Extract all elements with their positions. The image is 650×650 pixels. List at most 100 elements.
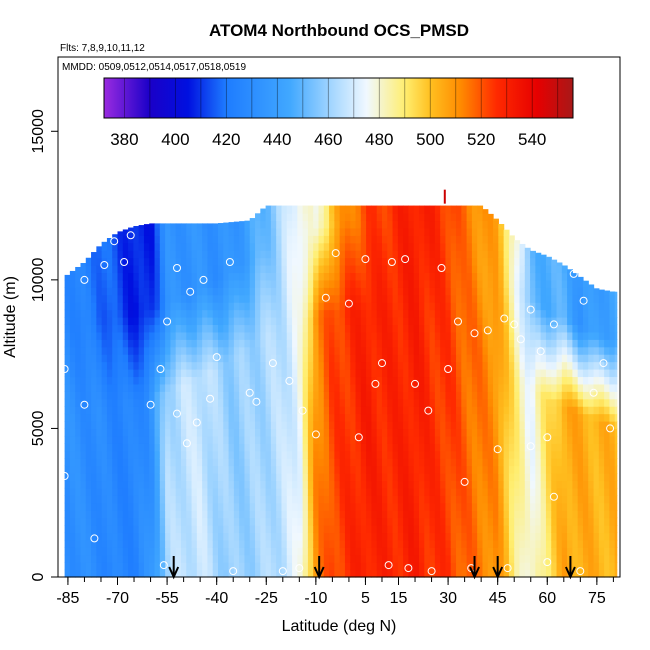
heatmap-cell <box>64 294 71 303</box>
heatmap-cell <box>588 510 595 519</box>
heatmap-cell <box>397 398 404 407</box>
heatmap-cell <box>186 369 193 378</box>
heatmap-cell <box>101 265 108 274</box>
heatmap-cell <box>540 265 547 274</box>
heatmap-cell <box>186 510 193 519</box>
heatmap-cell <box>450 383 457 392</box>
heatmap-cell <box>218 554 224 563</box>
heatmap-cell <box>175 242 182 251</box>
heatmap-cell <box>292 383 298 392</box>
heatmap-cell <box>334 324 341 333</box>
heatmap-cell <box>334 525 341 534</box>
heatmap-cell <box>392 250 399 259</box>
heatmap-cell <box>530 554 536 563</box>
heatmap-cell <box>228 465 235 474</box>
heatmap-cell <box>260 517 267 526</box>
heatmap-cell <box>577 539 584 548</box>
heatmap-cell <box>387 287 394 296</box>
heatmap-cell <box>207 331 214 340</box>
heatmap-cell <box>228 562 235 571</box>
heatmap-cell <box>413 361 420 370</box>
heatmap-cell <box>265 517 272 526</box>
heatmap-cell <box>276 213 283 222</box>
heatmap-cell <box>112 495 119 504</box>
heatmap-cell <box>567 539 573 548</box>
heatmap-cell <box>524 324 531 333</box>
heatmap-cell <box>413 287 420 296</box>
heatmap-cell <box>360 562 367 571</box>
heatmap-cell <box>307 421 314 430</box>
heatmap-cell <box>218 450 224 459</box>
heatmap-cell <box>186 458 193 467</box>
heatmap-cell <box>403 227 410 236</box>
heatmap-cell <box>588 532 595 541</box>
heatmap-cell <box>85 391 92 400</box>
heatmap-cell <box>212 391 219 400</box>
heatmap-cell <box>191 257 198 266</box>
heatmap-cell <box>614 517 618 526</box>
heatmap-cell <box>604 346 611 355</box>
heatmap-cell <box>313 443 320 452</box>
heatmap-cell <box>75 309 82 318</box>
heatmap-cell <box>339 510 346 519</box>
heatmap-cell <box>117 406 124 415</box>
heatmap-cell <box>323 383 330 392</box>
heatmap-cell <box>482 443 489 452</box>
heatmap-cell <box>487 257 494 266</box>
heatmap-cell <box>313 465 320 474</box>
heatmap-cell <box>297 391 304 400</box>
heatmap-cell <box>593 302 600 311</box>
heatmap-cell <box>302 324 309 333</box>
heatmap-cell <box>376 354 383 363</box>
heatmap-cell <box>202 294 209 303</box>
heatmap-cell <box>477 227 484 236</box>
heatmap-cell <box>165 428 171 437</box>
heatmap-cell <box>302 450 309 459</box>
heatmap-cell <box>355 450 362 459</box>
heatmap-cell <box>112 257 119 266</box>
heatmap-cell <box>244 450 251 459</box>
heatmap-cell <box>101 354 108 363</box>
heatmap-cell <box>233 502 240 511</box>
heatmap-cell <box>614 354 618 363</box>
heatmap-cell <box>96 287 103 296</box>
heatmap-cell <box>276 398 283 407</box>
heatmap-cell <box>508 317 515 326</box>
heatmap-cell <box>419 450 425 459</box>
heatmap-cell <box>323 339 330 348</box>
heatmap-cell <box>519 480 526 489</box>
heatmap-cell <box>387 391 394 400</box>
heatmap-cell <box>376 517 383 526</box>
heatmap-cell <box>445 413 452 422</box>
heatmap-cell <box>366 369 372 378</box>
heatmap-cell <box>69 391 76 400</box>
chart-title: ATOM4 Northbound OCS_PMSD <box>209 21 469 40</box>
heatmap-cell <box>91 391 97 400</box>
heatmap-cell <box>307 428 314 437</box>
heatmap-cell <box>196 428 203 437</box>
heatmap-cell <box>593 421 600 430</box>
heatmap-cell <box>397 391 404 400</box>
heatmap-cell <box>75 398 82 407</box>
heatmap-cell <box>540 502 547 511</box>
heatmap-cell <box>545 517 552 526</box>
heatmap-cell <box>493 450 499 459</box>
heatmap-cell <box>366 309 372 318</box>
heatmap-cell <box>154 339 161 348</box>
heatmap-cell <box>445 346 452 355</box>
heatmap-cell <box>408 569 415 578</box>
heatmap-cell <box>450 502 457 511</box>
heatmap-cell <box>270 532 277 541</box>
heatmap-cell <box>318 421 325 430</box>
heatmap-cell <box>577 276 584 281</box>
heatmap-cell <box>297 250 304 259</box>
heatmap-cell <box>196 331 203 340</box>
heatmap-cell <box>392 354 399 363</box>
heatmap-cell <box>85 294 92 303</box>
heatmap-cell <box>350 309 357 318</box>
heatmap-cell <box>598 562 605 571</box>
heatmap-cell <box>233 272 240 281</box>
heatmap-cell <box>344 569 351 578</box>
heatmap-cell <box>170 487 177 496</box>
heatmap-cell <box>461 398 468 407</box>
